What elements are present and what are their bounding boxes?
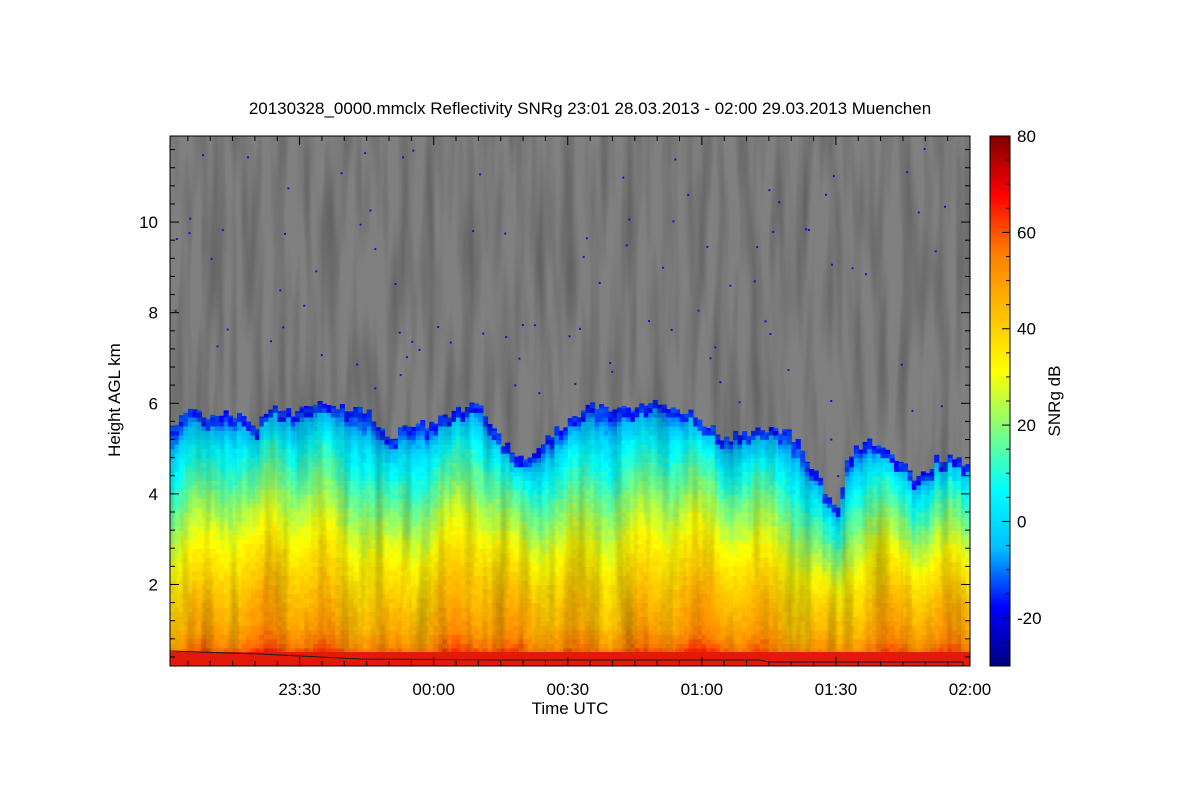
y-axis: 2 4 6 8 10 [139, 149, 970, 658]
colorbar-tick-label: 20 [1017, 416, 1036, 435]
colorbar-tick-label: 80 [1017, 127, 1036, 146]
x-tick-label: 00:30 [546, 680, 589, 699]
y-tick-label: 8 [149, 304, 158, 323]
x-tick-label: 02:00 [949, 680, 992, 699]
colorbar-tick-label: -20 [1017, 609, 1042, 628]
x-axis: 23:30 00:00 00:30 01:00 01:30 02:00 [187, 136, 992, 699]
x-tick-label: 23:30 [278, 680, 321, 699]
colorbar-tick-label: 40 [1017, 320, 1036, 339]
y-axis-label: Height AGL km [105, 343, 124, 457]
plot-area [169, 135, 971, 667]
noise-speckles [174, 148, 946, 478]
colorbar-tick-label: 0 [1017, 512, 1026, 531]
x-tick-label: 01:30 [815, 680, 858, 699]
chart-title: 20130328_0000.mmclx Reflectivity SNRg 23… [249, 99, 931, 118]
colorbar-label: SNRg dB [1045, 366, 1064, 437]
colorbar: -20 0 20 40 60 80 SNRg dB [989, 127, 1064, 667]
ground-clutter-band [170, 652, 970, 666]
texture-overlay [170, 136, 970, 666]
y-tick-label: 10 [139, 213, 158, 232]
plot-frame [169, 135, 971, 667]
colorbar-ticks: -20 0 20 40 60 80 [1002, 127, 1042, 667]
y-tick-label: 6 [149, 394, 158, 413]
x-tick-label: 01:00 [681, 680, 724, 699]
x-tick-label: 00:00 [412, 680, 455, 699]
y-tick-label: 4 [149, 485, 158, 504]
x-axis-label: Time UTC [532, 699, 609, 718]
surface-line [169, 650, 964, 666]
y-tick-label: 2 [149, 575, 158, 594]
colorbar-tick-label: 60 [1017, 223, 1036, 242]
